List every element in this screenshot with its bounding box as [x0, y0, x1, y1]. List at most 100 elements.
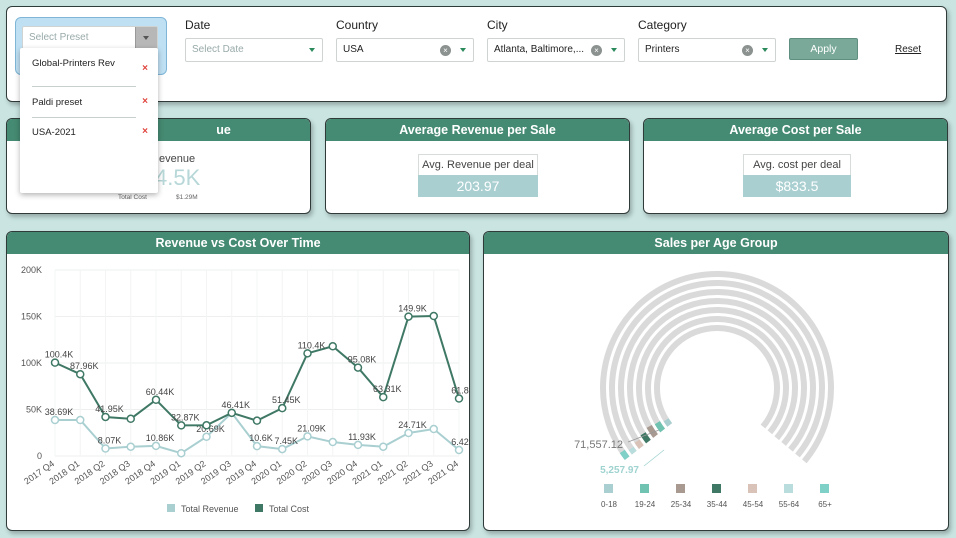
data-point[interactable]	[76, 415, 85, 425]
date-select[interactable]: Select Date	[185, 38, 323, 62]
data-point[interactable]	[303, 432, 312, 441]
data-point[interactable]	[252, 441, 262, 451]
preset-option-label: Paldi preset	[32, 97, 83, 108]
data-point[interactable]	[454, 394, 464, 403]
city-select[interactable]: Atlanta, Baltimore,... ×	[487, 38, 625, 62]
data-point[interactable]	[278, 403, 287, 413]
y-tick-label: 150K	[21, 312, 42, 322]
age-group-chart-card: Sales per Age Group 71,557.12 5,257.97 0-1…	[483, 231, 949, 531]
kpi-sub-right: $1.29M	[176, 194, 198, 201]
preset-option[interactable]: Global-Printers Rev ×	[20, 48, 158, 86]
data-point[interactable]	[202, 432, 211, 442]
kpi-card-avg-cost: Average Cost per Sale Avg. cost per deal…	[643, 118, 948, 214]
legend-swatch	[167, 504, 175, 512]
data-point[interactable]	[151, 395, 161, 405]
y-tick-label: 200K	[21, 265, 42, 275]
data-label: 10.6K	[249, 433, 273, 443]
clear-icon[interactable]: ×	[440, 45, 451, 56]
legend-label[interactable]: Total Cost	[269, 504, 310, 514]
data-point[interactable]	[404, 312, 413, 321]
clear-icon[interactable]: ×	[591, 45, 602, 56]
radial-bar[interactable]	[640, 432, 651, 444]
radial-bar[interactable]	[628, 446, 637, 455]
revenue-cost-chart-card: Revenue vs Cost Over Time 0 50K 100K 150K 20…	[6, 231, 470, 531]
legend-label[interactable]: 45-54	[743, 500, 764, 509]
data-point[interactable]	[454, 445, 464, 455]
radial-bar[interactable]	[646, 424, 658, 438]
data-label: 149.9K	[398, 304, 427, 314]
country-select[interactable]: USA ×	[336, 38, 474, 62]
annotation-leader	[627, 429, 660, 443]
legend-label[interactable]: 25-34	[671, 500, 692, 509]
data-point[interactable]	[278, 444, 287, 454]
data-point[interactable]	[429, 311, 438, 321]
delete-icon[interactable]: ×	[142, 126, 148, 137]
data-point[interactable]	[177, 421, 186, 430]
preset-select[interactable]: Select Preset	[22, 26, 158, 50]
radial-bar[interactable]	[654, 421, 666, 433]
category-select[interactable]: Printers ×	[638, 38, 776, 62]
radial-bar[interactable]	[634, 439, 644, 449]
data-point[interactable]	[353, 440, 363, 450]
chevron-up-icon[interactable]	[135, 27, 157, 49]
data-point[interactable]	[252, 416, 262, 425]
legend-label[interactable]: 65+	[818, 500, 832, 509]
data-point[interactable]	[101, 444, 110, 453]
data-point[interactable]	[177, 448, 186, 458]
data-point[interactable]	[379, 442, 388, 451]
apply-button[interactable]: Apply	[789, 38, 858, 60]
chart-title: Sales per Age Group	[484, 232, 948, 254]
data-point[interactable]	[328, 342, 337, 351]
chevron-down-icon	[460, 48, 466, 52]
annotation-leader	[643, 449, 665, 467]
kpi-box-value: $833.5	[743, 175, 851, 197]
radial-bar[interactable]	[663, 418, 673, 427]
legend-swatch	[676, 484, 685, 493]
data-point[interactable]	[328, 437, 337, 447]
date-placeholder: Select Date	[192, 44, 244, 55]
legend-swatch	[640, 484, 649, 493]
data-label: 6.42K	[451, 437, 469, 447]
legend-label[interactable]: 0-18	[601, 500, 618, 509]
data-point[interactable]	[404, 428, 413, 438]
delete-icon[interactable]: ×	[142, 96, 148, 107]
legend-label[interactable]: 19-24	[635, 500, 656, 509]
data-label: 61.8K	[451, 386, 469, 396]
data-point[interactable]	[126, 442, 135, 451]
annotation-label: 5,257.97	[600, 465, 639, 476]
kpi-partial-label: evenue	[159, 153, 196, 165]
data-point[interactable]	[50, 415, 60, 425]
preset-option[interactable]: Paldi preset ×	[20, 88, 158, 116]
data-label: 7.45K	[274, 436, 298, 446]
radial-bar[interactable]	[619, 449, 630, 461]
data-point[interactable]	[303, 349, 312, 358]
legend-label[interactable]: 55-64	[779, 500, 800, 509]
data-point[interactable]	[353, 363, 363, 372]
data-point[interactable]	[202, 421, 211, 430]
clear-icon[interactable]: ×	[742, 45, 753, 56]
data-point[interactable]	[151, 441, 161, 451]
reset-link[interactable]: Reset	[895, 44, 922, 55]
data-point[interactable]	[101, 412, 110, 422]
data-label: 95.08K	[348, 355, 377, 365]
data-point[interactable]	[227, 408, 236, 418]
legend-label[interactable]: 35-44	[707, 500, 728, 509]
y-tick-label: 50K	[26, 405, 42, 415]
data-point[interactable]	[126, 414, 135, 424]
country-label: Country	[336, 18, 379, 32]
preset-option[interactable]: USA-2021 ×	[20, 119, 158, 147]
legend-label[interactable]: Total Revenue	[181, 504, 239, 514]
delete-icon[interactable]: ×	[142, 63, 148, 74]
data-point[interactable]	[76, 369, 85, 379]
radial-track	[600, 271, 834, 464]
data-point[interactable]	[379, 392, 388, 402]
chevron-down-icon	[309, 48, 315, 52]
data-point[interactable]	[50, 358, 60, 367]
kpi-card-avg-revenue: Average Revenue per Sale Avg. Revenue pe…	[325, 118, 630, 214]
radial-track	[636, 307, 798, 441]
data-label: 41.95K	[95, 404, 124, 414]
legend-swatch	[255, 504, 263, 512]
data-point[interactable]	[429, 424, 438, 434]
preset-placeholder: Select Preset	[29, 32, 89, 43]
